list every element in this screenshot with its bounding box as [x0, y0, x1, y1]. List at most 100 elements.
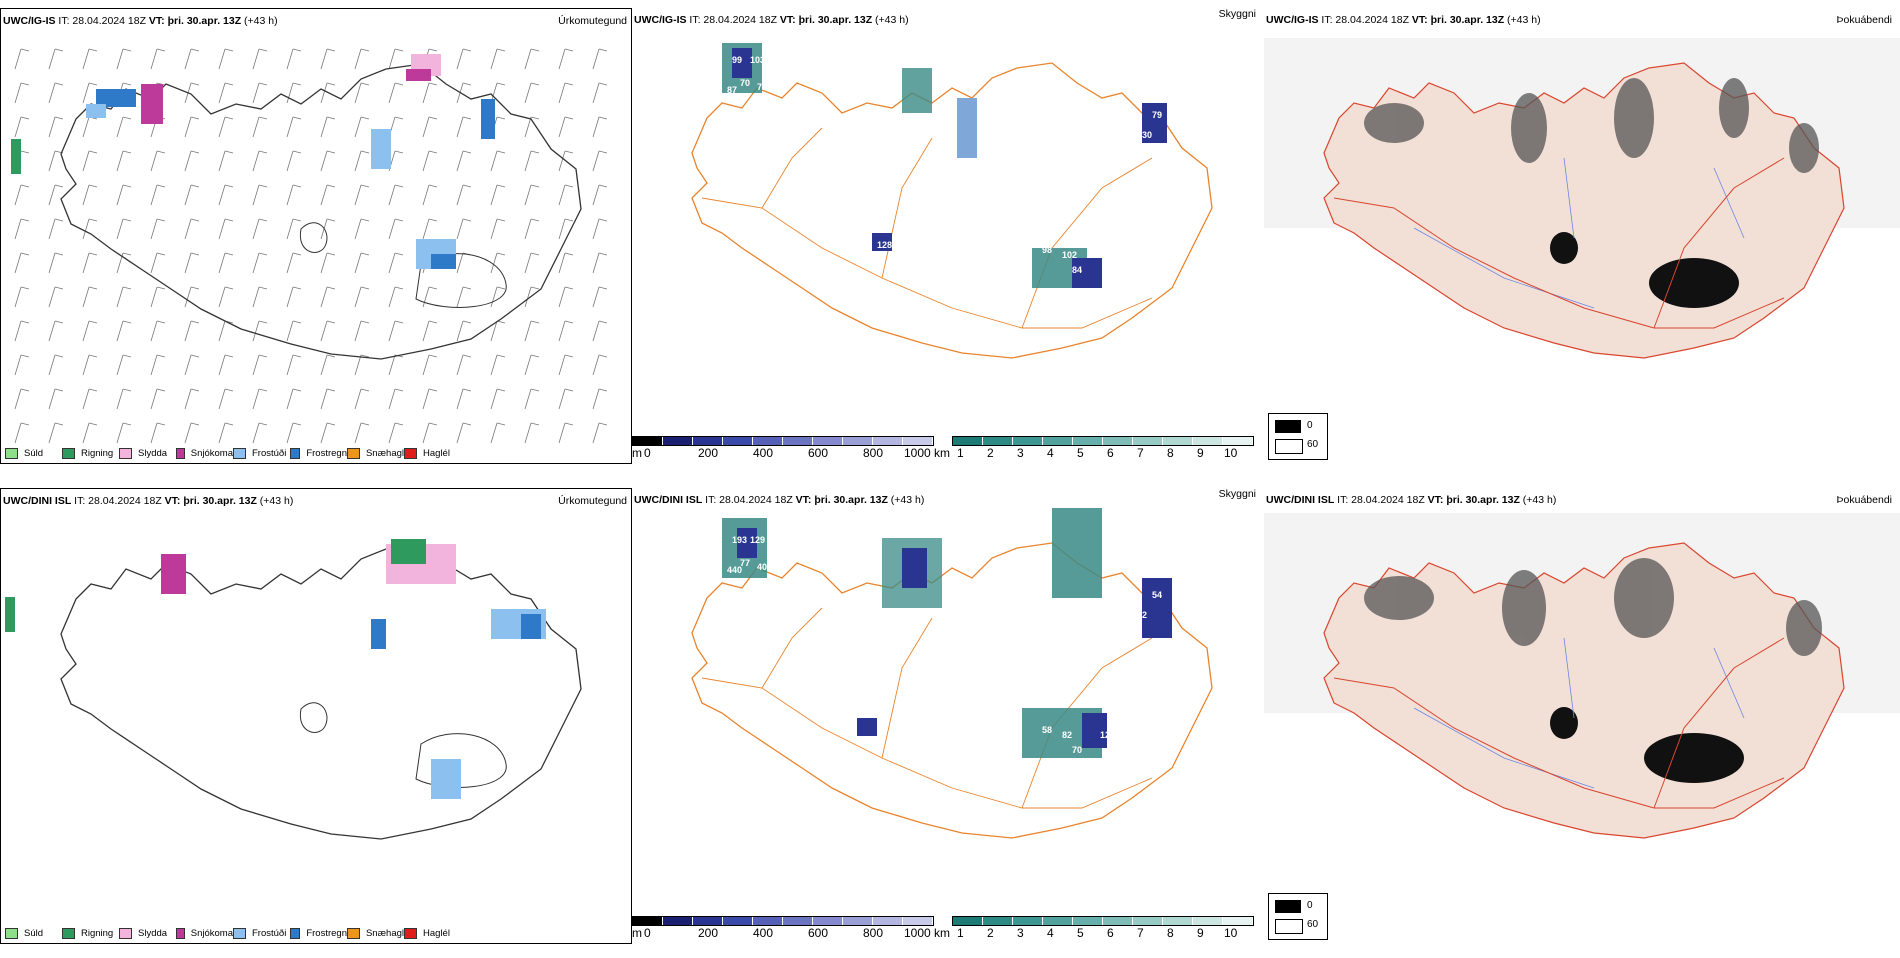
colorbar-tick: 8 — [1167, 926, 1174, 940]
legend-item: Rigning — [62, 925, 119, 941]
lead-time: (+43 h) — [1522, 494, 1557, 506]
wind-barb — [558, 184, 574, 206]
wind-barb — [150, 354, 166, 376]
wind-barb — [116, 354, 132, 376]
wind-barb — [524, 150, 540, 172]
wind-barb — [456, 286, 472, 308]
visibility-value-label: 103 — [750, 55, 765, 65]
wind-barb — [14, 218, 30, 240]
wind-barb — [82, 320, 98, 342]
wind-barb — [558, 48, 574, 70]
legend-label: Haglél — [423, 927, 450, 939]
legend-swatch — [404, 447, 417, 459]
legend-label: Frostúði — [252, 447, 287, 459]
wind-barb — [184, 388, 200, 410]
wind-barb — [150, 286, 166, 308]
legend-item: Snjókoma — [176, 925, 233, 941]
legend-swatch — [5, 447, 18, 459]
colorbar-tick: 10 — [1224, 926, 1238, 940]
visibility-value-label: 71 — [757, 82, 767, 92]
wind-barb — [524, 354, 540, 376]
visibility-value-label: 84 — [1102, 270, 1112, 280]
legend-label: Snæhagl — [365, 927, 404, 939]
wind-barb — [592, 422, 608, 444]
visibility-value-label: 440 — [727, 565, 742, 575]
legend-swatch — [290, 927, 301, 939]
fog-panel: UWC/IG-IS IT: 28.04.2024 18Z VT: þri. 30… — [1264, 8, 1900, 478]
wind-barb — [252, 82, 268, 104]
panel-title: Úrkomutegund — [558, 495, 627, 507]
visibility-value-label: 83 — [877, 720, 887, 730]
precip-type-map — [5, 539, 582, 840]
visibility-value-label: 92 — [1137, 610, 1147, 620]
visibility-value-label: 68 — [1172, 600, 1182, 610]
visibility-panel: 99 103 70 71 87 54 79 130 83 98 102 97 84 87 11 128 84 U… — [632, 8, 1264, 478]
wind-barb — [592, 82, 608, 104]
wind-barb — [218, 150, 234, 172]
visibility-cells — [722, 43, 1167, 288]
wind-barb — [456, 116, 472, 138]
wind-barb — [286, 286, 302, 308]
wind-barb — [14, 388, 30, 410]
wind-barb — [252, 252, 268, 274]
legend-label: Haglél — [423, 447, 450, 459]
wind-barb — [184, 422, 200, 444]
wind-barb — [252, 184, 268, 206]
init-time: IT: 28.04.2024 18Z — [705, 494, 793, 506]
wind-barb — [116, 320, 132, 342]
wind-barb — [14, 252, 30, 274]
colorbar-tick: 3 — [1017, 926, 1024, 940]
colorbar-tick: 7 — [1137, 446, 1144, 460]
model-name: UWC/IG-IS — [1266, 14, 1319, 26]
panel-header: UWC/DINI ISL IT: 28.04.2024 18Z VT: þri.… — [634, 494, 924, 506]
wind-barb — [388, 48, 404, 70]
wind-barb — [14, 184, 30, 206]
wind-barb — [48, 48, 64, 70]
wind-barb — [252, 150, 268, 172]
colorbar-tick: 600 — [808, 926, 829, 940]
wind-barb — [388, 320, 404, 342]
panel-header: UWC/IG-IS IT: 28.04.2024 18Z VT: þri. 30… — [634, 14, 909, 26]
wind-barb — [150, 422, 166, 444]
forecast-row-1: UWC/IG-IS IT: 28.04.2024 18Z VT: þri. 30… — [0, 8, 1900, 478]
wind-barb — [48, 286, 64, 308]
legend-item: Slydda — [119, 925, 176, 941]
panel-header: UWC/DINI ISL IT: 28.04.2024 18Z VT: þri.… — [3, 495, 293, 507]
wind-barb — [218, 184, 234, 206]
lead-time: (+43 h) — [244, 15, 278, 27]
wind-barb — [558, 252, 574, 274]
wind-barb — [490, 184, 506, 206]
wind-barb — [82, 116, 98, 138]
fog-shading — [1364, 78, 1819, 173]
wind-barb — [150, 48, 166, 70]
colorbar-tick: 1 — [957, 926, 964, 940]
wind-barb — [456, 150, 472, 172]
wind-barb — [14, 116, 30, 138]
legend-label: Frostúði — [252, 927, 287, 939]
model-name: UWC/IG-IS — [3, 15, 56, 27]
wind-barb — [388, 252, 404, 274]
wind-barb — [456, 422, 472, 444]
wind-barb — [82, 354, 98, 376]
visibility-value-label: 102 — [1062, 250, 1077, 260]
visibility-value-label: 58 — [1042, 725, 1052, 735]
colorbar-tick: 6 — [1107, 926, 1114, 940]
iceland-outline — [60, 63, 582, 360]
precip-cells — [11, 54, 495, 269]
wind-barb — [490, 218, 506, 240]
legend-label: Snæhagl — [365, 447, 404, 459]
legend-swatch — [5, 927, 18, 939]
wind-barb — [116, 48, 132, 70]
colorbar-tick: 7 — [1137, 926, 1144, 940]
wind-barb — [524, 184, 540, 206]
fog-panel: UWC/DINI ISL IT: 28.04.2024 18Z VT: þri.… — [1264, 488, 1900, 958]
colorbar-tick: 8 — [1167, 446, 1174, 460]
lead-time: (+43 h) — [259, 495, 294, 507]
legend-label: Slydda — [138, 447, 168, 459]
wind-barb — [422, 218, 438, 240]
wind-barb — [116, 116, 132, 138]
visibility-value-label: 11 — [922, 200, 932, 210]
wind-barb — [252, 422, 268, 444]
wind-barb — [388, 422, 404, 444]
wind-barb — [422, 320, 438, 342]
